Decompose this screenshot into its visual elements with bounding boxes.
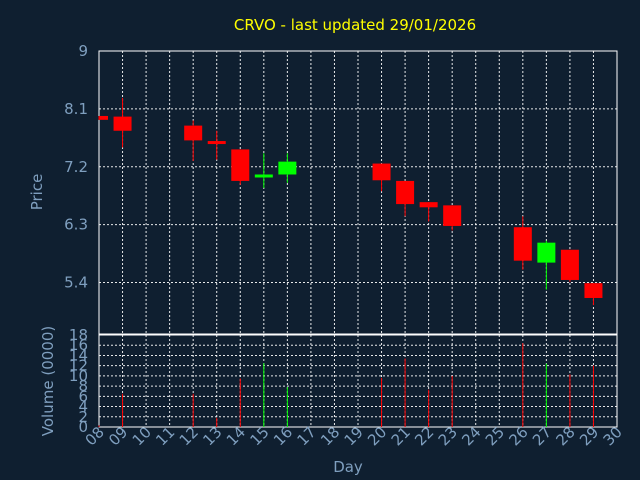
volume-tick-label: 6 xyxy=(78,387,88,405)
price-axis-label: Price xyxy=(28,174,46,211)
volume-tick-label: 2 xyxy=(78,408,88,426)
candle-body xyxy=(419,202,438,208)
volume-panel-frame xyxy=(98,334,618,428)
candle-body xyxy=(278,161,297,175)
day-axis-label: Day xyxy=(333,458,363,476)
candle-body xyxy=(443,205,462,226)
price-tick-label: 9 xyxy=(78,42,88,60)
candle-body xyxy=(207,141,226,145)
price-panel-frame xyxy=(98,50,618,335)
candle-body xyxy=(113,116,132,131)
price-tick-label: 7.2 xyxy=(64,158,88,176)
volume-tick-label: 0 xyxy=(78,418,88,436)
volume-tick-label: 12 xyxy=(69,357,88,375)
candle-body xyxy=(537,242,556,263)
volume-tick-label: 14 xyxy=(69,346,88,364)
candle-body xyxy=(254,174,273,178)
volume-tick-label: 18 xyxy=(69,326,88,344)
volume-tick-label: 10 xyxy=(69,367,88,385)
volume-tick-label: 16 xyxy=(69,336,88,354)
candle-body xyxy=(513,227,532,261)
candle-body xyxy=(184,125,203,141)
price-tick-label: 6.3 xyxy=(64,216,88,234)
price-tick-label: 8.1 xyxy=(64,100,88,118)
candle-body xyxy=(99,115,108,120)
candle-body xyxy=(560,249,579,280)
candle-body xyxy=(584,283,603,298)
candle-body xyxy=(396,180,415,205)
price-tick-label: 5.4 xyxy=(64,274,88,292)
volume-tick-label: 4 xyxy=(78,398,88,416)
candle-body xyxy=(372,163,391,181)
volume-tick-label: 8 xyxy=(78,377,88,395)
chart-title: CRVO - last updated 29/01/2026 xyxy=(234,16,476,34)
volume-axis-label: Volume (0000) xyxy=(39,326,57,436)
candle-body xyxy=(231,149,250,181)
